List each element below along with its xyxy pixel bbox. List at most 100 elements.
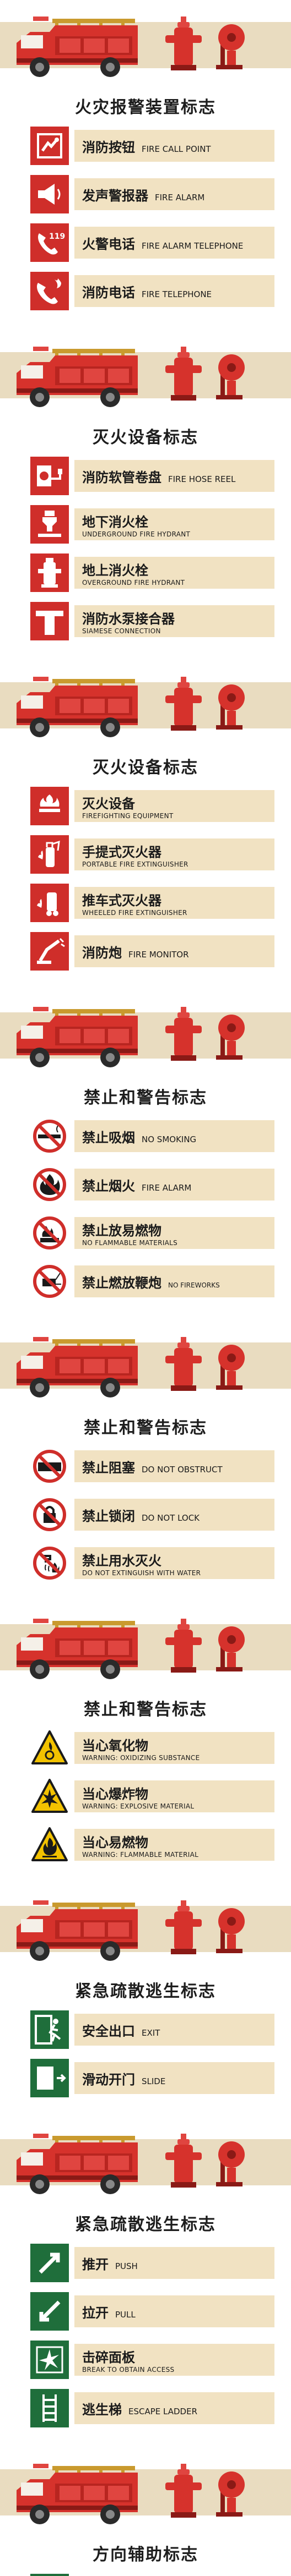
sign-item: 禁止锁闭 DO NOT LOCK	[30, 1493, 274, 1536]
sign-name-zh: 禁止吸烟	[82, 1129, 135, 1146]
sign-label: 当心氧化物 WARNING: OXIDIZING SUBSTANCE	[74, 1732, 274, 1764]
break-glass-icon	[30, 2341, 69, 2379]
sign-name-zh: 消防电话	[82, 284, 135, 300]
sign-name-en: FIRE MONITOR	[128, 949, 189, 960]
sign-name-en: DO NOT OBSTRUCT	[142, 1464, 223, 1475]
sign-item: 滑动开门 SLIDE	[30, 2057, 274, 2100]
section-4: 禁止和警告标志 禁止阻塞 DO NOT OBSTRUCT 禁止锁闭 DO NOT…	[0, 1320, 291, 1602]
fire-phone-icon	[30, 272, 69, 310]
sign-name-zh: 消防炮	[82, 944, 122, 961]
sign-label: 地下消火栓 UNDERGROUND FIRE HYDRANT	[74, 508, 274, 540]
sign-name-zh: 推车式灭火器	[82, 892, 161, 908]
sign-name-zh: 击碎面板	[82, 2349, 135, 2365]
sign-name-en: OVERGROUND FIRE HYDRANT	[82, 578, 185, 587]
sign-name-en: PULL	[115, 2309, 136, 2320]
sign-label: 逃生梯 ESCAPE LADDER	[74, 2392, 274, 2424]
sign-item: 消防软管卷盘 FIRE HOSE REEL	[30, 454, 274, 497]
sign-name-zh: 禁止阻塞	[82, 1459, 135, 1476]
sign-item: 禁止燃放鞭炮 NO FIREWORKS	[30, 1260, 274, 1303]
sign-name-zh: 火警电话	[82, 235, 135, 252]
sign-name-en: NO FLAMMABLE MATERIALS	[82, 1238, 178, 1247]
sign-name-zh: 灭火设备	[82, 795, 135, 812]
section-1: 灭火设备标志 消防软管卷盘 FIRE HOSE REEL 地下消火栓 UNDER…	[0, 330, 291, 660]
sign-name-en: DO NOT EXTINGUISH WITH WATER	[82, 1569, 201, 1577]
phone-119-icon: 119	[30, 223, 69, 262]
sign-name-zh: 消防按钮	[82, 139, 135, 155]
sign-name-zh: 滑动开门	[82, 2071, 135, 2087]
sign-name-en: BREAK TO OBTAIN ACCESS	[82, 2365, 175, 2374]
sign-label: 击碎面板 BREAK TO OBTAIN ACCESS	[74, 2344, 274, 2376]
sign-name-en: DO NOT LOCK	[142, 1512, 200, 1523]
sign-name-zh: 禁止烟火	[82, 1177, 135, 1194]
explosive-warning-icon	[30, 1777, 69, 1816]
sign-item: 拉开 PULL	[30, 2290, 274, 2333]
sign-name-en: WARNING: EXPLOSIVE MATERIAL	[82, 1802, 195, 1810]
sign-name-zh: 当心爆炸物	[82, 1785, 148, 1802]
sign-label: 火警电话 FIRE ALARM TELEPHONE	[74, 227, 274, 259]
sign-name-zh: 消防水泵接合器	[82, 610, 175, 627]
sign-name-en: SLIDE	[142, 2076, 166, 2086]
escape-ladder-icon	[30, 2389, 69, 2427]
exit-icon	[30, 2010, 69, 2049]
sign-name-zh: 消防软管卷盘	[82, 469, 161, 485]
sign-label: 禁止锁闭 DO NOT LOCK	[74, 1499, 274, 1531]
sign-label: 当心爆炸物 WARNING: EXPLOSIVE MATERIAL	[74, 1780, 274, 1812]
sign-label: 当心易燃物 WARNING: FLAMMABLE MATERIAL	[74, 1829, 274, 1861]
fire-truck-banner	[0, 990, 291, 1078]
sign-label: 灭火设备 FIREFIGHTING EQUIPMENT	[74, 790, 274, 822]
sign-label: 滑动开门 SLIDE	[74, 2062, 274, 2094]
sign-label: 禁止燃放鞭炮 NO FIREWORKS	[74, 1265, 274, 1297]
slide-door-icon	[30, 2059, 69, 2097]
sign-item: 地下消火栓 UNDERGROUND FIRE HYDRANT	[30, 503, 274, 546]
sign-name-zh: 推开	[82, 2256, 109, 2272]
sign-item: 安全出口 EXIT	[30, 2008, 274, 2051]
sign-label: 地上消火栓 OVERGROUND FIRE HYDRANT	[74, 557, 274, 589]
sign-name-en: FIRE CALL POINT	[142, 144, 211, 154]
section-5: 禁止和警告标志 当心氧化物 WARNING: OXIDIZING SUBSTAN…	[0, 1602, 291, 1884]
section-title: 方向辅助标志	[93, 2545, 198, 2564]
section-8: 方向辅助标志 疏散方向 DIRECTION OF ESCAPE 火灾报警装备 或…	[0, 2447, 291, 2576]
pull-icon	[30, 2292, 69, 2331]
sign-item: 119 火警电话 FIRE ALARM TELEPHONE	[30, 221, 274, 264]
no-fire-icon	[30, 1165, 69, 1204]
section-title: 禁止和警告标志	[84, 1088, 207, 1108]
sign-name-en: FIRE ALARM TELEPHONE	[142, 240, 244, 251]
sign-label: 推开 PUSH	[74, 2247, 274, 2279]
fire-truck-banner	[0, 2117, 291, 2205]
sign-item: 当心爆炸物 WARNING: EXPLOSIVE MATERIAL	[30, 1775, 274, 1818]
fire-truck-banner	[0, 0, 291, 88]
sign-name-zh: 禁止燃放鞭炮	[82, 1274, 161, 1291]
sign-item: 消防按钮 FIRE CALL POINT	[30, 124, 274, 167]
sign-item: 消防炮 FIRE MONITOR	[30, 930, 274, 973]
section-title: 火灾报警装置标志	[75, 98, 216, 117]
section-2: 灭火设备标志 灭火设备 FIREFIGHTING EQUIPMENT 手提式灭火…	[0, 660, 291, 990]
fire-call-point-icon	[30, 127, 69, 165]
no-flammable-icon	[30, 1214, 69, 1252]
sign-label: 消防软管卷盘 FIRE HOSE REEL	[74, 460, 274, 492]
sign-item: 消防电话 FIRE TELEPHONE	[30, 270, 274, 313]
svg-text:119: 119	[49, 232, 65, 241]
sign-name-en: WARNING: OXIDIZING SUBSTANCE	[82, 1753, 200, 1762]
sign-label: 拉开 PULL	[74, 2295, 274, 2327]
sign-label: 安全出口 EXIT	[74, 2014, 274, 2046]
sign-name-en: UNDERGROUND FIRE HYDRANT	[82, 530, 191, 538]
sign-item: 推车式灭火器 WHEELED FIRE EXTINGUISHER	[30, 881, 274, 924]
sign-item: 推开 PUSH	[30, 2241, 274, 2284]
sign-label: 禁止用水灭火 DO NOT EXTINGUISH WITH WATER	[74, 1547, 274, 1579]
sign-name-en: FIRE HOSE REEL	[168, 474, 236, 484]
sign-label: 禁止放易燃物 NO FLAMMABLE MATERIALS	[74, 1217, 274, 1249]
sign-item: 禁止阻塞 DO NOT OBSTRUCT	[30, 1445, 274, 1488]
sign-name-en: FIRE ALARM	[155, 192, 205, 202]
no-smoking-icon	[30, 1117, 69, 1155]
sign-name-en: FIRE TELEPHONE	[142, 289, 212, 299]
sign-label: 消防电话 FIRE TELEPHONE	[74, 275, 274, 307]
section-3: 禁止和警告标志 禁止吸烟 NO SMOKING 禁止烟火 FIRE ALARM …	[0, 990, 291, 1320]
sign-item: 灭火设备 FIREFIGHTING EQUIPMENT	[30, 785, 274, 827]
sign-label: 禁止阻塞 DO NOT OBSTRUCT	[74, 1450, 274, 1482]
oxidizing-warning-icon	[30, 1729, 69, 1767]
sign-name-en: WARNING: FLAMMABLE MATERIAL	[82, 1850, 199, 1859]
section-title: 灭火设备标志	[93, 428, 198, 447]
fire-equipment-icon	[30, 787, 69, 825]
sign-name-zh: 安全出口	[82, 2023, 135, 2039]
